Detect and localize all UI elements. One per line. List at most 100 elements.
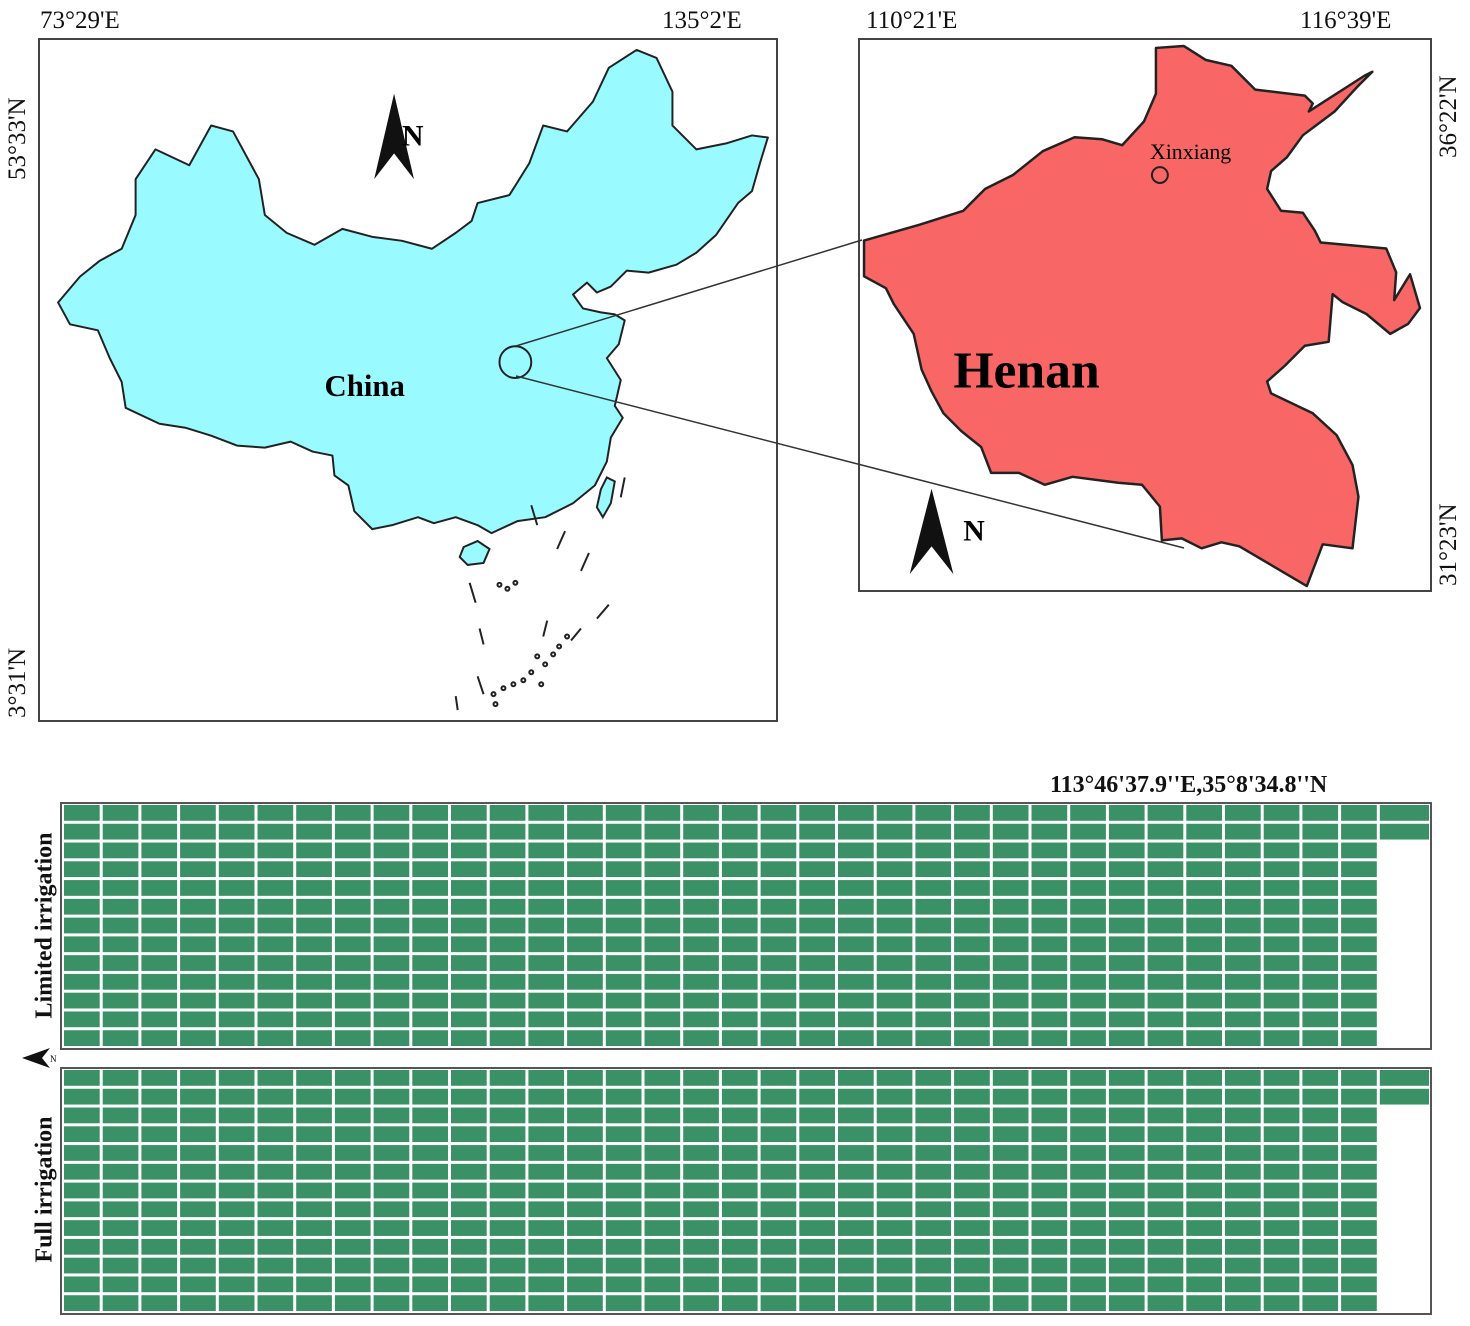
limited-irrigation-plot-cell <box>1302 992 1339 1009</box>
full-irrigation-plot-cell <box>528 1070 565 1086</box>
limited-irrigation-plot-cell <box>102 1030 139 1046</box>
limited-irrigation-plot-cell <box>1341 861 1377 878</box>
limited-irrigation-plot-cell <box>373 992 410 1009</box>
full-irrigation-plot-cell <box>1263 1201 1300 1218</box>
limited-irrigation-plot-cell <box>838 861 874 878</box>
full-irrigation-plot-cell <box>644 1145 681 1161</box>
limited-irrigation-plot-cell <box>1225 917 1261 934</box>
limited-irrigation-plot-cell <box>644 917 681 934</box>
full-irrigation-plot-cell <box>1031 1220 1068 1236</box>
limited-irrigation-plot-cell <box>954 861 990 878</box>
limited-irrigation-plot-cell <box>992 955 1029 971</box>
limited-irrigation-plot-cell <box>992 861 1029 878</box>
limited-irrigation-plot-cell <box>218 973 255 990</box>
full-irrigation-plot-cell <box>915 1126 952 1143</box>
full-irrigation-plot-cell <box>915 1145 952 1161</box>
full-irrigation-plot-cell <box>334 1163 371 1180</box>
limited-irrigation-plot-cell <box>257 823 294 840</box>
full-irrigation-plot-cell <box>992 1201 1029 1218</box>
limited-irrigation-plot-cell <box>567 805 603 821</box>
full-irrigation-plot-cell <box>799 1070 835 1086</box>
full-irrigation-plot-cell <box>721 1238 758 1255</box>
full-irrigation-plot-cell <box>451 1088 487 1105</box>
limited-irrigation-plot-cell <box>799 992 835 1009</box>
limited-irrigation-plot-cell <box>605 880 642 896</box>
limited-irrigation-plot-cell <box>1341 917 1377 934</box>
limited-irrigation-plot-cell <box>954 1011 990 1028</box>
field-coordinate-label: 113°46'37.9''E,35°8'34.8''N <box>1050 772 1328 798</box>
full-irrigation-plot-cell <box>528 1276 565 1293</box>
full-irrigation-plot-cell <box>644 1201 681 1218</box>
limited-irrigation-plot-cell <box>721 1030 758 1046</box>
limited-irrigation-plot-cell <box>915 1030 952 1046</box>
full-irrigation-plot-cell <box>838 1220 874 1236</box>
full-irrigation-plot-cell <box>644 1088 681 1105</box>
full-irrigation-plot-cell <box>721 1126 758 1143</box>
full-irrigation-plot-cell <box>760 1238 797 1255</box>
full-irrigation-plot-cell <box>102 1107 139 1124</box>
limited-irrigation-plot-cell <box>489 1030 526 1046</box>
full-irrigation-plot-cell <box>1108 1145 1145 1161</box>
limited-irrigation-plot-cell <box>915 917 952 934</box>
full-irrigation-plot-cell <box>760 1220 797 1236</box>
full-irrigation-plot-cell <box>644 1163 681 1180</box>
limited-irrigation-plot-cell <box>1070 973 1106 990</box>
full-irrigation-plot-cell <box>1341 1220 1377 1236</box>
limited-irrigation-plot-cell <box>876 955 913 971</box>
full-irrigation-plot-cell <box>605 1182 642 1199</box>
full-irrigation-plot-cell <box>1186 1145 1222 1161</box>
full-irrigation-plot-cell <box>683 1088 719 1105</box>
full-irrigation-plot-cell <box>1302 1182 1339 1199</box>
limited-irrigation-plot-cell <box>1186 842 1222 859</box>
full-irrigation-plot-cell <box>915 1257 952 1274</box>
limited-irrigation-plot-cell <box>721 973 758 990</box>
full-irrigation-plot-cell <box>1070 1163 1106 1180</box>
limited-irrigation-plot-cell <box>1225 880 1261 896</box>
full-irrigation-plot-cell <box>412 1201 448 1218</box>
full-irrigation-plot-cell <box>373 1070 410 1086</box>
limited-irrigation-plot-cell <box>141 805 178 821</box>
limited-irrigation-plot-cell <box>1031 861 1068 878</box>
limited-irrigation-plot-cell <box>489 936 526 953</box>
full-irrigation-plot-cell <box>257 1257 294 1274</box>
full-irrigation-plot-cell <box>605 1107 642 1124</box>
full-irrigation-plot-cell <box>954 1126 990 1143</box>
limited-irrigation-plot-cell <box>64 973 100 990</box>
henan-map: Xinxiang Henan N <box>862 44 1422 588</box>
limited-irrigation-plot-cell <box>141 823 178 840</box>
limited-irrigation-plot-cell <box>180 880 216 896</box>
full-irrigation-plot-cell <box>1147 1163 1184 1180</box>
limited-irrigation-plot-cell <box>412 842 448 859</box>
limited-irrigation-plot-cell <box>992 992 1029 1009</box>
full-irrigation-label: Full irrigation <box>31 1116 58 1263</box>
limited-irrigation-plot-cell <box>102 861 139 878</box>
limited-irrigation-plot-cell <box>683 880 719 896</box>
full-irrigation-plot-cell <box>451 1201 487 1218</box>
full-irrigation-plot-cell <box>64 1070 100 1086</box>
full-irrigation-extra-plot-cell <box>1379 1070 1429 1086</box>
full-irrigation-plot-cell <box>1302 1220 1339 1236</box>
limited-irrigation-plot-cell <box>489 861 526 878</box>
limited-irrigation-plot-cell <box>876 936 913 953</box>
limited-irrigation-plot-cell <box>992 973 1029 990</box>
china-lon-left: 73°29'E <box>40 7 120 34</box>
full-irrigation-plot-cell <box>760 1163 797 1180</box>
limited-irrigation-plot-cell <box>1070 1011 1106 1028</box>
limited-irrigation-plot-cell <box>876 842 913 859</box>
limited-irrigation-plot-cell <box>915 842 952 859</box>
full-irrigation-plot-cell <box>180 1201 216 1218</box>
full-irrigation-plot-cell <box>1186 1201 1222 1218</box>
full-irrigation-plot-cell <box>296 1257 332 1274</box>
limited-irrigation-plot-cell <box>528 955 565 971</box>
limited-irrigation-plot-cell <box>1341 880 1377 896</box>
limited-irrigation-plot-cell <box>334 992 371 1009</box>
full-irrigation-plot-cell <box>567 1220 603 1236</box>
full-irrigation-plot-cell <box>257 1070 294 1086</box>
full-irrigation-plot-cell <box>915 1201 952 1218</box>
full-irrigation-plot-cell <box>567 1145 603 1161</box>
limited-irrigation-plot-cell <box>838 992 874 1009</box>
full-irrigation-plot-cell <box>1147 1088 1184 1105</box>
china-lat-top: 53°33'N <box>4 97 31 180</box>
limited-irrigation-plot-cell <box>954 842 990 859</box>
limited-irrigation-plot-cell <box>489 973 526 990</box>
